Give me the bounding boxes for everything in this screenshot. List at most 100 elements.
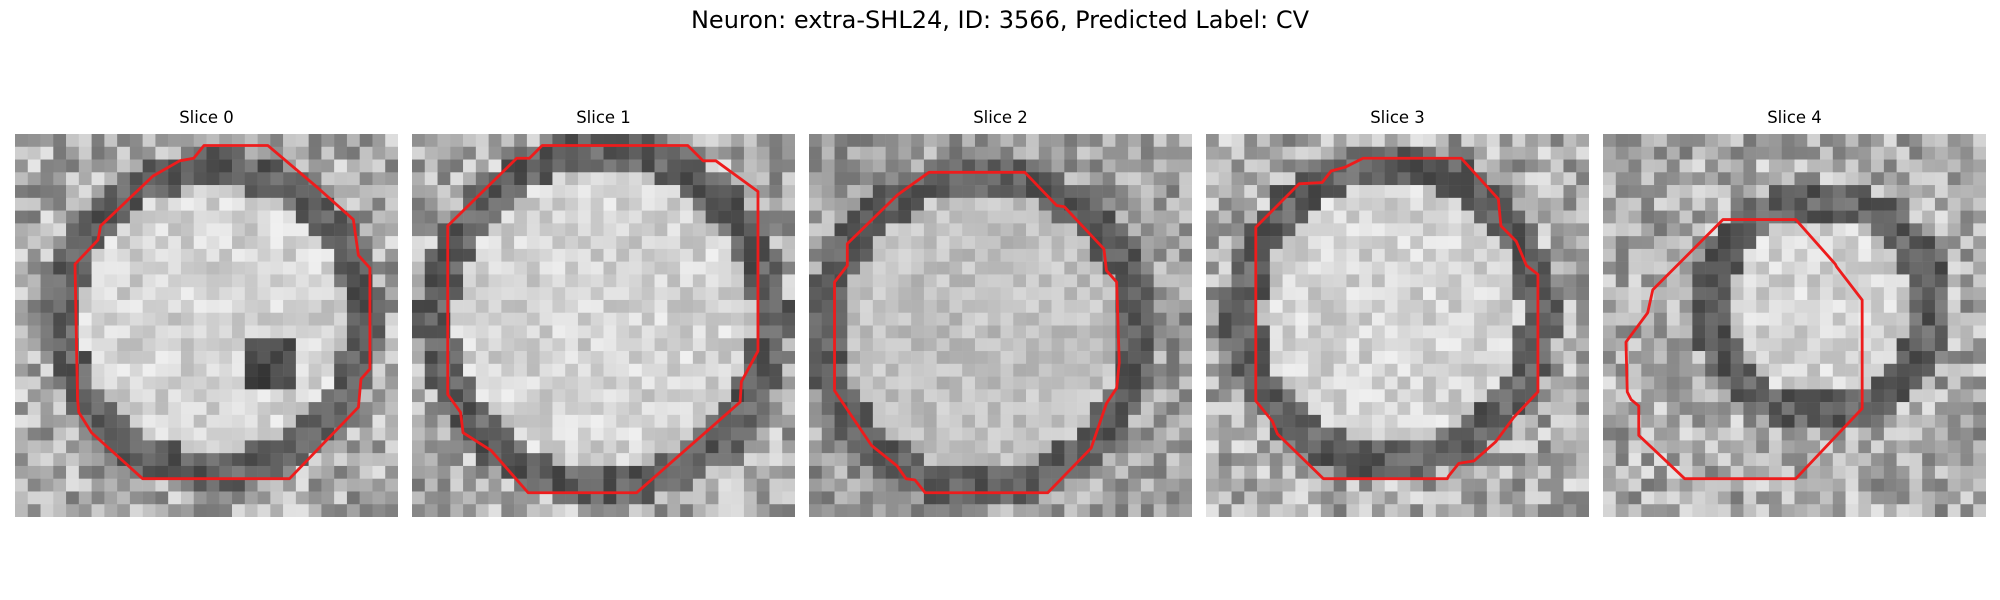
- pixel: [1922, 414, 1936, 428]
- pixel: [936, 414, 950, 428]
- pixel: [1666, 159, 1680, 173]
- pixel: [1474, 363, 1488, 377]
- pixel: [1896, 287, 1910, 301]
- pixel: [514, 134, 528, 148]
- pixel: [488, 210, 502, 224]
- pixel: [667, 197, 681, 211]
- pixel: [1486, 159, 1500, 173]
- pixel: [923, 478, 937, 492]
- pixel: [1537, 261, 1551, 275]
- pixel: [232, 134, 246, 148]
- pixel: [552, 338, 566, 352]
- pixel: [911, 491, 925, 505]
- pixel: [168, 185, 182, 199]
- pixel: [898, 478, 912, 492]
- pixel: [1486, 363, 1500, 377]
- pixel: [1397, 261, 1411, 275]
- pixel: [847, 172, 861, 186]
- pixel: [1423, 504, 1437, 517]
- pixel: [66, 440, 80, 454]
- pixel: [104, 504, 118, 517]
- pixel: [1563, 159, 1577, 173]
- pixel: [1166, 414, 1180, 428]
- pixel: [1576, 465, 1589, 479]
- pixel: [616, 478, 630, 492]
- pixel: [142, 287, 156, 301]
- pixel: [1679, 172, 1693, 186]
- pixel: [654, 146, 668, 160]
- pixel: [1064, 478, 1078, 492]
- pixel: [40, 248, 54, 262]
- pixel: [1295, 402, 1309, 416]
- pixel: [180, 427, 194, 441]
- pixel: [974, 287, 988, 301]
- pixel: [1717, 465, 1731, 479]
- pixel: [1140, 376, 1154, 390]
- pixel: [1717, 325, 1731, 339]
- pixel: [1333, 338, 1347, 352]
- pixel: [821, 312, 835, 326]
- pixel: [412, 453, 426, 467]
- pixel: [962, 478, 976, 492]
- pixel: [1371, 440, 1385, 454]
- pixel: [680, 389, 694, 403]
- pixel: [1871, 325, 1885, 339]
- pixel: [53, 197, 67, 211]
- pixel: [244, 172, 258, 186]
- pixel: [756, 274, 770, 288]
- pixel: [91, 402, 105, 416]
- pixel: [232, 440, 246, 454]
- pixel: [718, 223, 732, 237]
- pixel: [1960, 453, 1974, 467]
- pixel: [40, 440, 54, 454]
- pixel: [1397, 248, 1411, 262]
- pixel: [821, 389, 835, 403]
- pixel: [1397, 440, 1411, 454]
- pixel: [1947, 351, 1961, 365]
- pixel: [91, 236, 105, 250]
- pixel: [40, 261, 54, 275]
- pixel: [1051, 427, 1065, 441]
- pixel: [424, 402, 438, 416]
- pixel: [756, 236, 770, 250]
- pixel: [424, 287, 438, 301]
- pixel: [1730, 440, 1744, 454]
- pixel: [616, 453, 630, 467]
- pixel: [821, 299, 835, 313]
- pixel: [1794, 146, 1808, 160]
- pixel: [1909, 236, 1923, 250]
- pixel: [1550, 453, 1564, 467]
- pixel: [1654, 223, 1668, 237]
- pixel: [743, 159, 757, 173]
- pixel: [168, 363, 182, 377]
- pixel: [1537, 453, 1551, 467]
- pixel: [437, 440, 451, 454]
- pixel: [412, 427, 426, 441]
- pixel: [53, 453, 67, 467]
- pixel: [1448, 414, 1462, 428]
- pixel: [514, 172, 528, 186]
- pixel: [860, 376, 874, 390]
- pixel: [78, 351, 92, 365]
- pixel: [450, 389, 464, 403]
- pixel: [334, 363, 348, 377]
- pixel: [1448, 185, 1462, 199]
- pixel: [923, 299, 937, 313]
- pixel: [1692, 172, 1706, 186]
- pixel: [283, 453, 297, 467]
- pixel: [334, 248, 348, 262]
- pixel: [949, 427, 963, 441]
- pixel: [949, 274, 963, 288]
- pixel: [40, 185, 54, 199]
- pixel: [1359, 363, 1373, 377]
- pixel: [1435, 210, 1449, 224]
- pixel: [1794, 491, 1808, 505]
- pixel: [424, 248, 438, 262]
- pixel: [692, 389, 706, 403]
- pixel: [1934, 248, 1948, 262]
- pixel: [385, 478, 398, 492]
- pixel: [1423, 159, 1437, 173]
- pixel: [359, 427, 373, 441]
- pixel: [1435, 376, 1449, 390]
- pixel: [1705, 146, 1719, 160]
